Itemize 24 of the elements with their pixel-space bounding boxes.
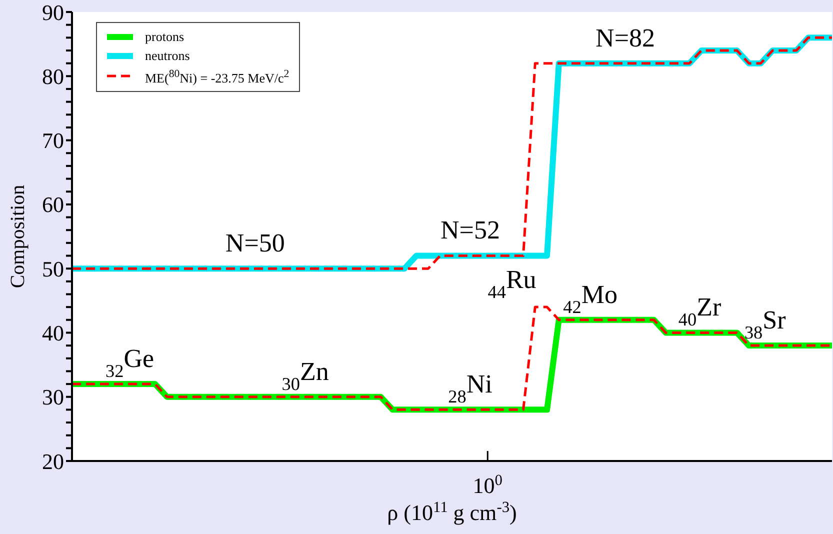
y-tick-label: 30 xyxy=(42,384,64,410)
annotation: $_{38}$Sr xyxy=(744,306,786,343)
annotation: N=52 xyxy=(440,216,500,245)
annotation: $_{30}$Zn xyxy=(282,356,329,394)
annotation: $_{40}$Zr xyxy=(678,292,722,330)
y-tick-label: 50 xyxy=(42,256,64,282)
annotation: $_{32}$Ge xyxy=(106,344,154,382)
legend-label: protons xyxy=(145,28,184,46)
x-tick-label: 10$^{0}$ xyxy=(472,472,503,498)
annotation: $_{28}$Ni xyxy=(448,370,492,407)
y-tick-label: 70 xyxy=(42,128,64,154)
annotation: N=50 xyxy=(225,228,285,258)
legend-label: ME($^{80}$Ni) = -23.75 MeV/c$^{2}$ xyxy=(145,67,290,88)
y-axis-title: Composition xyxy=(7,184,29,288)
annotation: N=82 xyxy=(596,23,656,52)
annotation: $_{44}$Ru xyxy=(488,265,536,302)
legend-label: neutrons xyxy=(145,47,190,65)
x-axis-title: ρ (10$^{11}$ g cm$^{-3}$) xyxy=(387,498,517,525)
y-tick-label: 90 xyxy=(42,0,64,25)
annotation: $_{42}$Mo xyxy=(563,280,618,317)
y-tick-label: 60 xyxy=(42,192,64,218)
y-tick-label: 80 xyxy=(42,64,64,89)
y-tick-label: 40 xyxy=(42,320,64,346)
y-tick-label: 20 xyxy=(42,448,64,474)
